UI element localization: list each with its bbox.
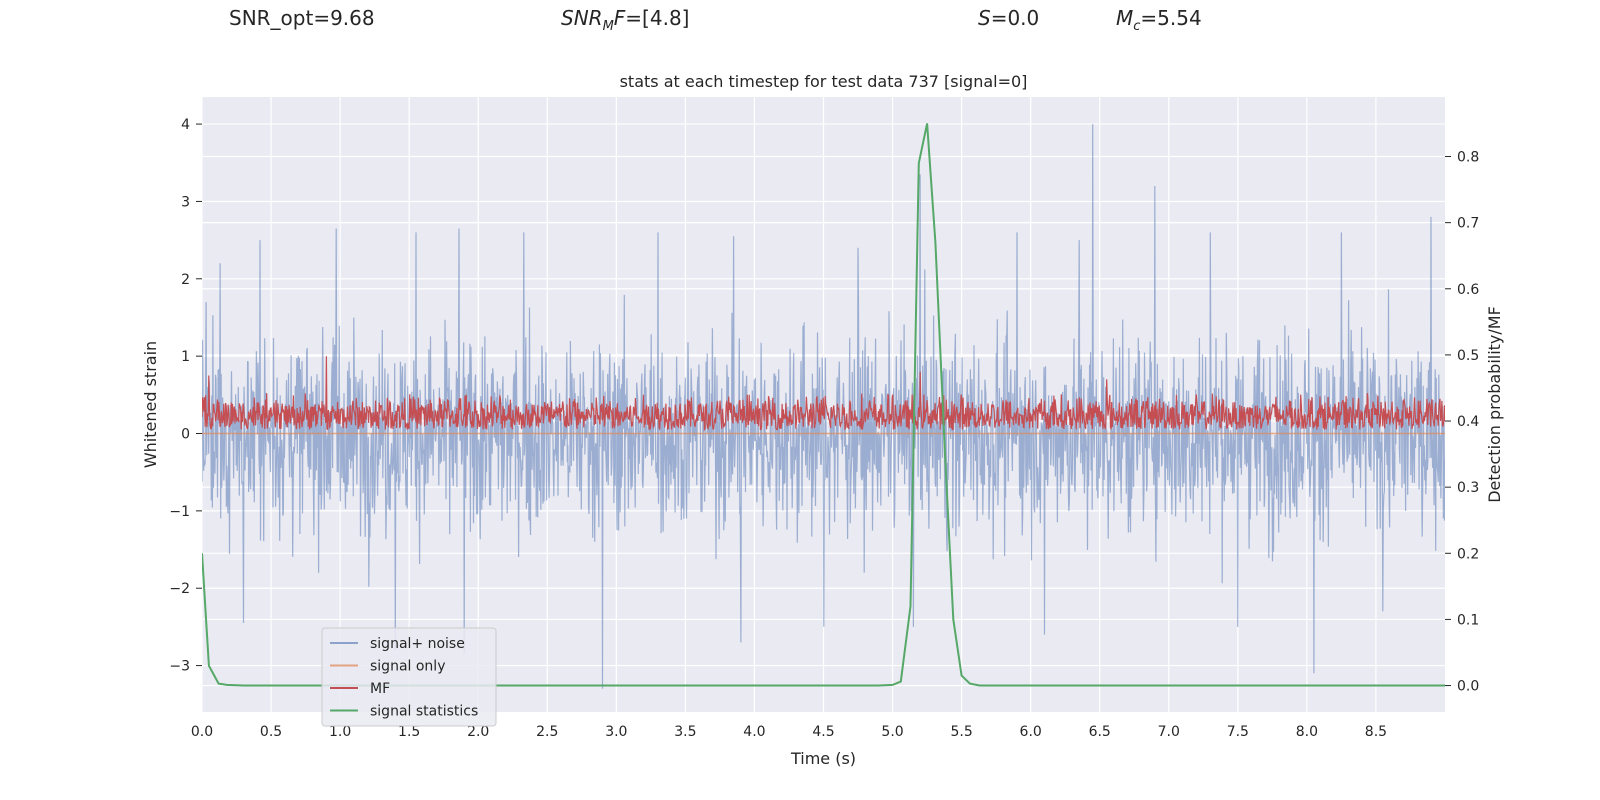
mc-symbol: M — [1116, 6, 1134, 30]
x-tick-label: 1.5 — [398, 724, 420, 740]
mc-subscript: c — [1133, 19, 1141, 34]
y-tick-label-right: 0.8 — [1457, 150, 1479, 166]
y-tick-label-left: 1 — [181, 349, 190, 365]
chart-title: stats at each timestep for test data 737… — [620, 72, 1028, 91]
x-tick-label: 4.0 — [743, 724, 765, 740]
series-signal-noise-line — [202, 124, 1445, 689]
mc-label: Mc=5.54 — [1116, 6, 1202, 34]
x-tick-label: 7.5 — [1227, 724, 1249, 740]
snr-mf-label: SNRMF=[4.8] — [561, 6, 689, 34]
x-tick-label: 7.0 — [1158, 724, 1180, 740]
y-tick-label-right: 0.4 — [1457, 414, 1479, 430]
legend-label: signal+ noise — [370, 636, 465, 652]
x-tick-label: 4.5 — [812, 724, 834, 740]
snr-mf-subscript: M — [602, 19, 614, 34]
y-tick-label-right: 0.3 — [1457, 480, 1479, 496]
legend-box — [321, 627, 497, 727]
y-tick-label-right: 0.5 — [1457, 348, 1479, 364]
x-tick-label: 1.0 — [329, 724, 351, 740]
y-tick-label-right: 0.0 — [1457, 679, 1479, 695]
x-tick-label: 3.5 — [674, 724, 696, 740]
y-tick-label-left: 3 — [181, 194, 190, 210]
mc-value: =5.54 — [1140, 6, 1202, 30]
x-tick-label: 5.0 — [881, 724, 903, 740]
snr-mf-value: =[4.8] — [625, 6, 690, 30]
x-tick-label: 6.5 — [1089, 724, 1111, 740]
series-signal-statistics-line — [202, 123, 1445, 687]
x-tick-label: 0.5 — [260, 724, 282, 740]
legend-label: signal statistics — [370, 704, 478, 720]
y-tick-label-left: 4 — [181, 117, 190, 133]
y-axis-title-right: Detection probability/MF — [1485, 306, 1504, 503]
legend-label: signal only — [370, 659, 445, 675]
x-tick-label: 3.0 — [605, 724, 627, 740]
s-label: S=0.0 — [978, 6, 1039, 30]
y-tick-label-right: 0.1 — [1457, 612, 1479, 628]
y-tick-label-right: 0.6 — [1457, 282, 1479, 298]
series-layer — [202, 123, 1445, 689]
s-symbol: S — [978, 6, 991, 30]
snr-opt-label: SNR_opt=9.68 — [229, 6, 375, 30]
y-tick-label-left: −1 — [169, 504, 190, 520]
x-tick-label: 8.5 — [1365, 724, 1387, 740]
snr-mf-symbol-suffix: F — [613, 6, 626, 30]
x-axis-title: Time (s) — [790, 749, 856, 768]
y-tick-label-left: 2 — [181, 272, 190, 288]
x-tick-label: 2.0 — [467, 724, 489, 740]
x-tick-label: 6.0 — [1020, 724, 1042, 740]
legend: signal+ noise signal only MF signal statist… — [321, 627, 497, 727]
y-tick-label-left: −3 — [169, 659, 190, 675]
y-tick-label-right: 0.2 — [1457, 546, 1479, 562]
axis-ticks: 0.0 0.5 1.0 1.5 2.0 2.5 3.0 3.5 4.0 4.5 5.0 5.5 6.0 6… — [169, 117, 1479, 740]
snr-mf-symbol: SNR — [561, 6, 603, 30]
series-mf-line — [202, 356, 1445, 432]
legend-label: MF — [370, 681, 390, 697]
x-tick-label: 0.0 — [191, 724, 213, 740]
x-tick-label: 2.5 — [536, 724, 558, 740]
x-tick-label: 8.0 — [1296, 724, 1318, 740]
y-tick-label-left: 0 — [181, 427, 190, 443]
y-tick-label-left: −2 — [169, 581, 190, 597]
x-tick-label: 5.5 — [950, 724, 972, 740]
y-tick-label-right: 0.7 — [1457, 216, 1479, 232]
s-value: =0.0 — [990, 6, 1040, 30]
y-axis-title-left: Whitened strain — [141, 341, 160, 468]
